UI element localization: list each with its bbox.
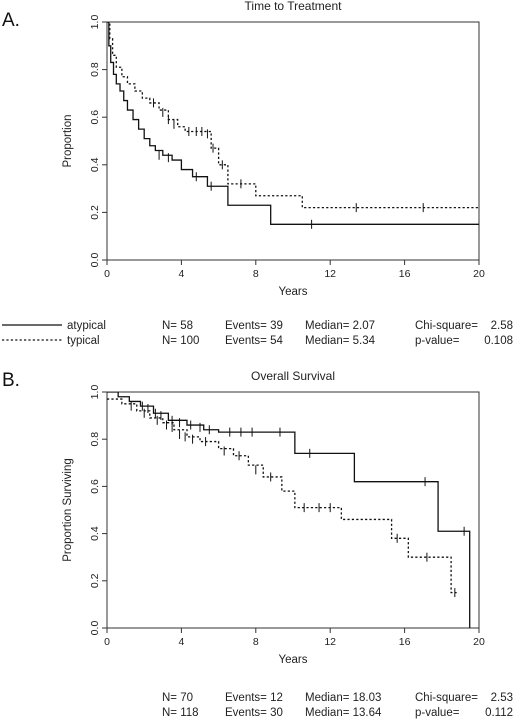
p-value-label: p-value= (415, 707, 460, 719)
legend-median-0: Median= 18.03 (305, 692, 381, 704)
y-tick-label: 1.0 (89, 15, 101, 30)
y-tick-label: 0.2 (89, 573, 101, 588)
p-value-label: p-value= (415, 335, 460, 347)
legend-name-0: atypical (67, 320, 106, 332)
y-tick-label: 0.4 (89, 526, 101, 541)
x-tick-label: 4 (178, 636, 184, 648)
panel-a-chart: Time to Treatment 0 4 8 12 16 20 0.0 0.2 0.4 0.6 0.… (2, 0, 513, 347)
plot-frame (106, 391, 480, 629)
y-tick-label: 0.8 (89, 432, 101, 447)
chi-square-label: Chi-square= (415, 320, 478, 332)
y-tick-label: 0.6 (89, 479, 101, 494)
x-tick-label: 20 (473, 636, 485, 648)
series-1-line (107, 398, 457, 594)
p-value-value: 0.112 (485, 707, 513, 719)
panel-b-chart: Overall Survival 0 4 8 12 16 20 0.0 0.2 0.4 0.6 0.8… (62, 369, 513, 719)
legend-events-1: Events= 54 (225, 335, 283, 347)
y-tick-label: 1.0 (89, 385, 101, 400)
chart-title: Time to Treatment (245, 0, 343, 13)
legend-events-0: Events= 39 (225, 320, 283, 332)
panel-b-letter: B. (2, 370, 20, 391)
legend-median-1: Median= 13.64 (305, 707, 382, 719)
x-tick-label: 20 (473, 268, 485, 280)
y-tick-label: 0.8 (89, 62, 101, 77)
y-axis-label: Proportion (62, 114, 74, 167)
y-tick-label: 0.4 (89, 157, 101, 172)
legend-median-0: Median= 2.07 (305, 320, 375, 332)
panel-a-letter: A. (2, 10, 20, 31)
x-tick-label: 12 (324, 636, 336, 648)
x-tick-label: 0 (104, 636, 110, 648)
y-axis-label: Proportion Surviving (62, 458, 74, 562)
y-tick-label: 0.0 (89, 621, 101, 636)
y-tick-label: 0.6 (89, 110, 101, 125)
x-axis-label: Years (279, 654, 308, 666)
x-tick-label: 8 (253, 268, 259, 280)
y-tick-label: 0.2 (89, 205, 101, 220)
plot-frame (106, 21, 480, 261)
chi-square-label: Chi-square= (415, 692, 478, 704)
p-value-value: 0.108 (484, 335, 513, 347)
chi-square-value: 2.58 (491, 320, 513, 332)
y-tick-label: 0.0 (89, 253, 101, 268)
legend-median-1: Median= 5.34 (305, 335, 376, 347)
chi-square-value: 2.53 (491, 692, 513, 704)
legend-n-0: N= 58 (162, 320, 193, 332)
x-tick-label: 4 (178, 268, 184, 280)
legend-n-1: N= 118 (162, 707, 199, 719)
series-1-line (107, 22, 479, 209)
x-tick-label: 16 (399, 636, 411, 648)
legend-name-1: typical (67, 335, 100, 347)
legend-events-0: Events= 12 (225, 692, 283, 704)
x-tick-label: 12 (324, 268, 336, 280)
series-0-line (107, 392, 471, 628)
x-tick-label: 16 (399, 268, 411, 280)
x-tick-label: 8 (253, 636, 259, 648)
x-axis-label: Years (279, 286, 308, 298)
legend-n-1: N= 100 (162, 335, 199, 347)
chart-title: Overall Survival (251, 369, 335, 383)
series-0-line (107, 22, 479, 225)
x-tick-label: 0 (104, 268, 110, 280)
legend-events-1: Events= 30 (225, 707, 283, 719)
legend-n-0: N= 70 (162, 692, 193, 704)
